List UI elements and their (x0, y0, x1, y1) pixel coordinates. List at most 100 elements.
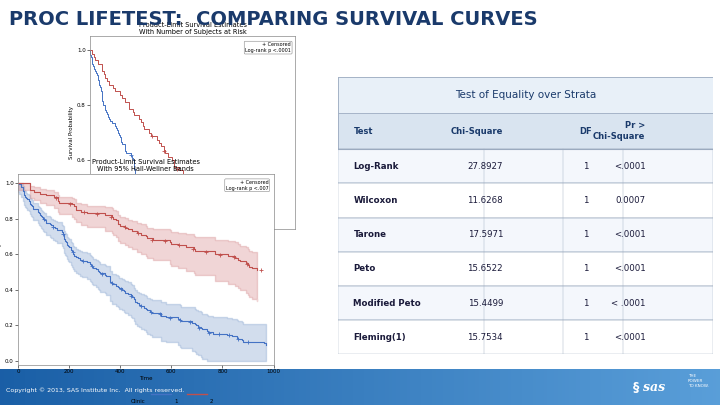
Bar (270, 369, 274, 405)
Bar (122, 369, 126, 405)
Bar (659, 369, 662, 405)
Text: 1: 1 (582, 333, 588, 342)
Bar (385, 369, 389, 405)
Bar (32, 369, 36, 405)
Bar (126, 369, 130, 405)
Text: Fleming(1): Fleming(1) (354, 333, 406, 342)
Bar (479, 369, 482, 405)
Bar (547, 369, 551, 405)
Bar (259, 369, 263, 405)
Bar (320, 369, 324, 405)
Bar (518, 369, 522, 405)
Bar (662, 369, 666, 405)
Text: §: § (634, 381, 639, 394)
Bar (194, 369, 198, 405)
Bar (439, 369, 443, 405)
Bar (698, 369, 702, 405)
Bar (450, 369, 454, 405)
Bar (133, 369, 137, 405)
Bar (580, 369, 583, 405)
Bar (522, 369, 526, 405)
Bar (317, 369, 320, 405)
Bar (425, 369, 428, 405)
Text: 0.0007: 0.0007 (616, 196, 645, 205)
Bar (65, 369, 68, 405)
Bar (616, 369, 619, 405)
Text: 1: 1 (582, 162, 588, 171)
Bar (263, 369, 266, 405)
Text: 17.5971: 17.5971 (467, 230, 503, 239)
Bar (421, 369, 425, 405)
Bar (288, 369, 292, 405)
Bar (641, 369, 644, 405)
Bar (612, 369, 616, 405)
Bar (403, 369, 407, 405)
Bar (302, 369, 306, 405)
Bar (68, 369, 72, 405)
Y-axis label: Survival Probability: Survival Probability (0, 243, 2, 296)
Bar (238, 369, 241, 405)
Bar (83, 369, 86, 405)
Bar (151, 369, 155, 405)
Bar (540, 369, 544, 405)
Bar (526, 369, 529, 405)
Bar (490, 369, 493, 405)
Bar (72, 369, 76, 405)
Bar (576, 369, 580, 405)
Bar (587, 369, 590, 405)
Bar (335, 369, 338, 405)
Bar (292, 369, 295, 405)
Bar (40, 369, 43, 405)
Bar (356, 369, 360, 405)
Bar (7, 369, 11, 405)
Bar (338, 217, 713, 252)
Bar (709, 369, 713, 405)
Bar (389, 369, 392, 405)
Bar (396, 369, 400, 405)
Bar (338, 320, 713, 354)
Bar (58, 369, 61, 405)
Text: 1: 1 (582, 196, 588, 205)
Bar (544, 369, 547, 405)
Bar (432, 369, 436, 405)
Bar (162, 369, 166, 405)
Text: 1: 1 (174, 399, 177, 404)
Bar (414, 369, 418, 405)
Bar (367, 369, 371, 405)
Bar (205, 369, 209, 405)
Bar (220, 369, 223, 405)
Bar (418, 369, 421, 405)
Bar (695, 369, 698, 405)
Bar (680, 369, 684, 405)
Bar (216, 369, 220, 405)
Title: Product-Limit Survival Estimates
With 95% Hall-Wellner Bands: Product-Limit Survival Estimates With 95… (92, 160, 200, 173)
Bar (234, 369, 238, 405)
Text: sas: sas (643, 381, 665, 394)
Bar (47, 369, 50, 405)
Bar (634, 369, 637, 405)
Bar (605, 369, 608, 405)
Bar (173, 369, 176, 405)
Bar (338, 113, 713, 149)
Bar (0, 369, 4, 405)
Text: 2: 2 (210, 399, 213, 404)
Bar (313, 369, 317, 405)
Bar (310, 369, 313, 405)
Text: Test of Equality over Strata: Test of Equality over Strata (455, 90, 596, 100)
Bar (461, 369, 464, 405)
Bar (187, 369, 191, 405)
Bar (241, 369, 245, 405)
Bar (472, 369, 475, 405)
Bar (652, 369, 655, 405)
Bar (378, 369, 382, 405)
Bar (486, 369, 490, 405)
Bar (274, 369, 277, 405)
Bar (338, 252, 713, 286)
Bar (360, 369, 364, 405)
Text: 15.7534: 15.7534 (467, 333, 503, 342)
Bar (184, 369, 187, 405)
Bar (583, 369, 587, 405)
Bar (670, 369, 673, 405)
Bar (299, 369, 302, 405)
Bar (493, 369, 497, 405)
